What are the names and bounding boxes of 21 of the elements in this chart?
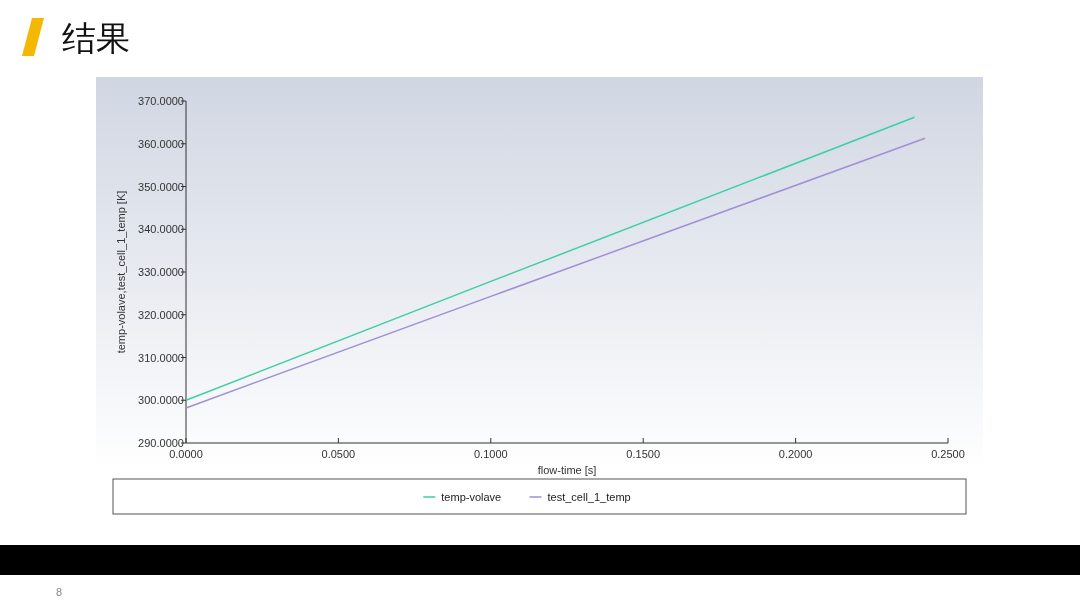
chart-title: 结果	[62, 18, 130, 58]
x-tick-label: 0.1500	[626, 448, 661, 460]
y-axis-title: temp-volave,test_cell_1_temp [K]	[115, 190, 127, 354]
legend-label: test_cell_1_temp	[547, 491, 631, 503]
legend-label: temp-volave	[441, 491, 502, 503]
y-tick-label: 350.0000	[138, 180, 184, 193]
y-tick-label: 320.0000	[138, 308, 184, 321]
y-tick-label: 340.0000	[138, 223, 184, 236]
y-tick-label: 290.0000	[138, 437, 184, 449]
y-tick-label: 300.0000	[138, 394, 184, 407]
x-tick-label: 0.1000	[473, 448, 508, 460]
y-tick-label: 360.0000	[138, 137, 184, 150]
x-tick-label: 0.0500	[321, 448, 356, 460]
y-tick-label: 370.0000	[138, 95, 184, 107]
x-tick-label: 0.2000	[778, 448, 813, 460]
y-tick-label: 310.0000	[138, 351, 184, 364]
y-tick-label: 330.0000	[138, 266, 184, 278]
x-axis-title: flow-time [s]	[537, 464, 597, 476]
x-tick-label: 0.2500	[931, 448, 965, 460]
text: 8	[56, 586, 63, 598]
x-tick-label: 0.0000	[169, 448, 203, 460]
